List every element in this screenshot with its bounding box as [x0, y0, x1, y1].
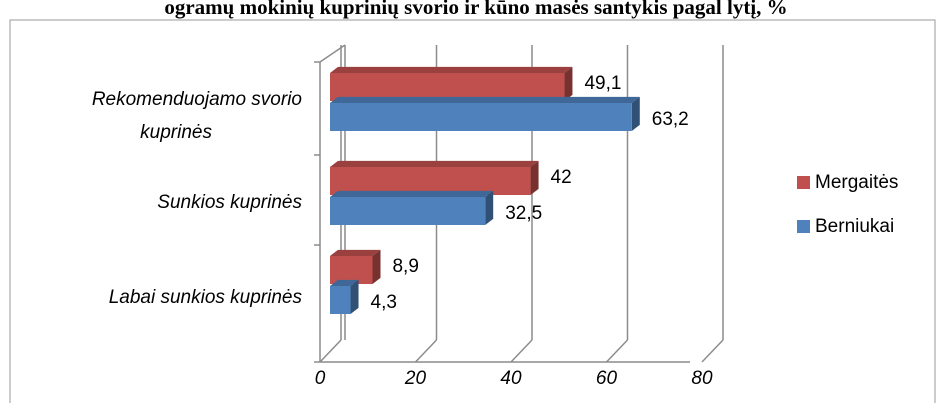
legend-label-1: Berniukai	[815, 216, 894, 237]
legend-swatch-0	[797, 176, 810, 189]
bar-top	[330, 249, 381, 256]
category-label-2-0: Labai sunkios kuprinės	[109, 287, 303, 308]
bar-Berniukai-0	[330, 96, 640, 131]
category-label-0-1: kuprinės	[140, 122, 212, 143]
bar-front	[330, 256, 373, 284]
tick-label-60: 60	[596, 368, 618, 389]
bar-front	[330, 103, 632, 131]
legend-swatch-1	[797, 220, 810, 233]
bar-Mergaitės-2	[330, 249, 381, 284]
labels-layer: 0 20 40 60 80 49,1 63,2 42 32,5 8,9 4,3 Rekomenduoj…	[92, 73, 713, 389]
tick-label-20: 20	[404, 368, 427, 389]
bar-Mergaitės-1	[330, 160, 539, 195]
bar-side	[372, 249, 381, 284]
bars-layer	[330, 66, 640, 314]
bar-front	[330, 197, 486, 225]
bar-top	[330, 160, 539, 167]
data-label-Mergaitės-0: 49,1	[584, 73, 621, 94]
legend-label-0: Mergaitės	[815, 172, 898, 193]
tick-label-0: 0	[315, 368, 326, 389]
category-label-0-0: Rekomenduojamo svorio	[92, 89, 302, 110]
bar-Mergaitės-0	[330, 66, 573, 101]
bar-side	[350, 279, 359, 314]
bar-front	[330, 73, 565, 101]
chart-title: ogramų mokinių kuprinių svorio ir kūno m…	[164, 0, 787, 19]
data-label-Berniukai-2: 4,3	[371, 292, 397, 313]
bar-top	[330, 66, 573, 73]
bar-top	[330, 190, 494, 197]
bar-Berniukai-2	[330, 279, 359, 314]
gridline-depth-80	[701, 339, 724, 363]
chart-frame	[9, 19, 936, 408]
data-label-Mergaitės-2: 8,9	[392, 256, 418, 277]
bar-side	[631, 96, 640, 131]
gridline-depth-0	[319, 339, 342, 363]
bar-side	[485, 190, 494, 225]
bar-Berniukai-1	[330, 190, 494, 225]
bar-side	[530, 160, 539, 195]
bar-front	[330, 286, 351, 314]
bar-side	[564, 66, 573, 101]
tick-label-80: 80	[691, 368, 713, 389]
category-label-1-0: Sunkios kuprinės	[157, 192, 302, 213]
gridline-depth-20	[414, 339, 438, 363]
legend: Mergaitės Berniukai	[797, 172, 898, 237]
data-label-Berniukai-0: 63,2	[652, 109, 689, 130]
gridline-depth-60	[605, 339, 629, 363]
bar-top	[330, 96, 640, 103]
data-label-Mergaitės-1: 42	[551, 167, 572, 188]
data-label-Berniukai-1: 32,5	[505, 203, 542, 224]
tick-label-40: 40	[500, 368, 522, 389]
bar-front	[330, 167, 531, 195]
gridline-depth-40	[510, 339, 533, 363]
bar-top	[330, 279, 359, 286]
back-wall-top	[319, 44, 346, 63]
